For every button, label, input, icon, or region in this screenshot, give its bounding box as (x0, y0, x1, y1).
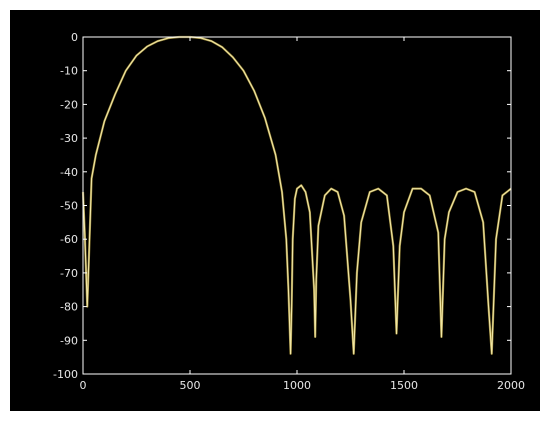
trace-layer (81, 35, 512, 355)
y-tick-label: -60 (60, 233, 78, 246)
y-tick-label: -40 (60, 166, 78, 179)
y-tick-label: -30 (60, 132, 78, 145)
y-tick-label: -20 (60, 98, 78, 111)
y-tick-label: -70 (60, 267, 78, 280)
y-tick-label: -10 (60, 65, 78, 78)
x-tick-label: 0 (80, 379, 87, 392)
y-tick-label: -50 (60, 200, 78, 213)
ticks-layer (82, 36, 512, 375)
x-tick-label: 2000 (497, 379, 525, 392)
chart-area: 0-10-20-30-40-50-60-70-80-90-1000 500 1000… (10, 10, 540, 411)
tick-labels-layer: 0-10-20-30-40-50-60-70-80-90-1000 500 1000… (53, 31, 525, 392)
y-tick-label: -100 (53, 368, 78, 381)
y-tick-label: -90 (60, 334, 78, 347)
x-tick-label: 500 (180, 379, 201, 392)
x-tick-label: 1000 (283, 379, 311, 392)
plot-background (10, 10, 540, 411)
y-tick-label: -80 (60, 301, 78, 314)
y-tick-label: 0 (71, 31, 78, 44)
x-tick-label: 1500 (390, 379, 418, 392)
series-line (82, 36, 512, 355)
